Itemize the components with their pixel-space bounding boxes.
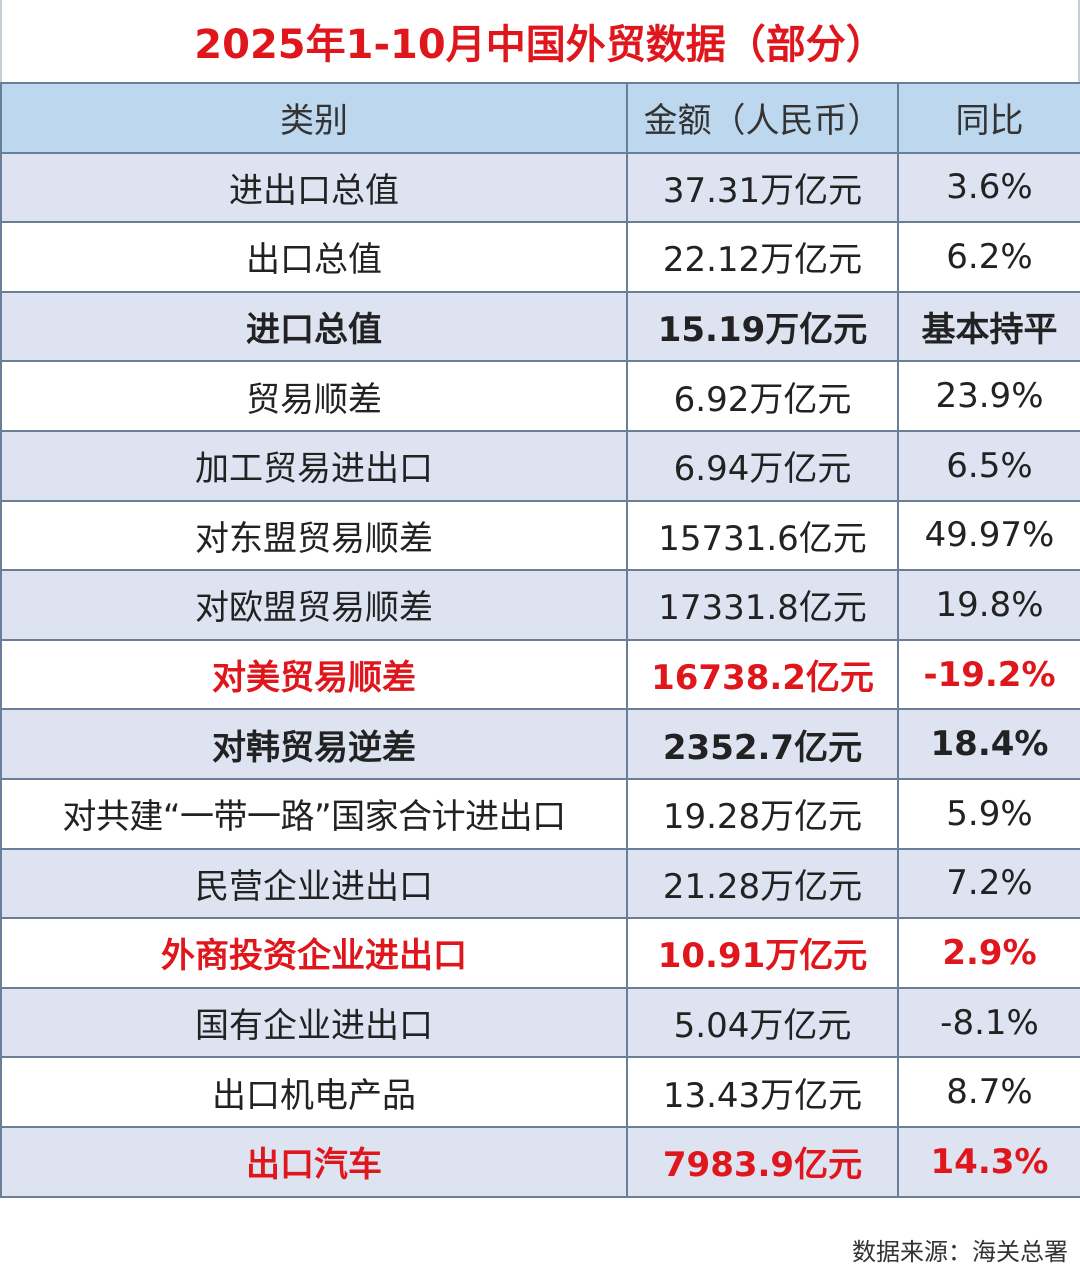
row-yoy: 14.3% [897, 1125, 1080, 1198]
row-amount: 6.92万亿元 [626, 360, 899, 432]
row-yoy: 3.6% [897, 151, 1080, 224]
table-row: 进出口总值 37.31万亿元 3.6% [0, 151, 1080, 224]
table-row: 对欧盟贸易顺差 17331.8亿元 19.8% [0, 569, 1080, 641]
row-category: 对东盟贸易顺差 [0, 499, 628, 572]
row-amount: 21.28万亿元 [626, 847, 899, 920]
row-category: 对韩贸易逆差 [0, 708, 628, 780]
row-amount: 7983.9亿元 [626, 1125, 899, 1198]
row-category: 贸易顺差 [0, 360, 628, 432]
table-row: 国有企业进出口 5.04万亿元 -8.1% [0, 986, 1080, 1059]
table-header-row: 类别 金额（人民币） 同比 [0, 82, 1080, 154]
row-yoy: 基本持平 [897, 290, 1080, 363]
row-amount: 10.91万亿元 [626, 917, 899, 989]
page-title: 2025年1-10月中国外贸数据（部分） [0, 0, 1080, 82]
table-row: 对韩贸易逆差 2352.7亿元 18.4% [0, 708, 1080, 780]
row-yoy: 7.2% [897, 847, 1080, 920]
data-source-note: 数据来源：海关总署 [852, 1238, 1068, 1266]
table-row: 加工贸易进出口 6.94万亿元 6.5% [0, 429, 1080, 502]
header-category: 类别 [0, 82, 628, 154]
row-amount: 37.31万亿元 [626, 151, 899, 224]
table-row: 出口总值 22.12万亿元 6.2% [0, 221, 1080, 293]
row-yoy: 6.5% [897, 429, 1080, 502]
row-category: 对共建“一带一路”国家合计进出口 [0, 777, 628, 850]
table-row: 对东盟贸易顺差 15731.6亿元 49.97% [0, 499, 1080, 572]
header-yoy: 同比 [897, 82, 1080, 154]
row-category: 出口汽车 [0, 1125, 628, 1198]
row-yoy: 8.7% [897, 1056, 1080, 1128]
row-yoy: 18.4% [897, 708, 1080, 780]
row-amount: 19.28万亿元 [626, 777, 899, 850]
row-yoy: 23.9% [897, 360, 1080, 432]
table-row: 贸易顺差 6.92万亿元 23.9% [0, 360, 1080, 432]
row-category: 出口机电产品 [0, 1056, 628, 1128]
row-yoy: 2.9% [897, 917, 1080, 989]
table-row: 出口汽车 7983.9亿元 14.3% [0, 1125, 1080, 1198]
table-row: 出口机电产品 13.43万亿元 8.7% [0, 1056, 1080, 1128]
row-amount: 16738.2亿元 [626, 638, 899, 711]
row-yoy: 6.2% [897, 221, 1080, 293]
row-category: 对欧盟贸易顺差 [0, 569, 628, 641]
table-row: 对美贸易顺差 16738.2亿元 -19.2% [0, 638, 1080, 711]
row-amount: 15.19万亿元 [626, 290, 899, 363]
row-yoy: -8.1% [897, 986, 1080, 1059]
row-amount: 22.12万亿元 [626, 221, 899, 293]
table-row: 民营企业进出口 21.28万亿元 7.2% [0, 847, 1080, 920]
row-amount: 2352.7亿元 [626, 708, 899, 780]
row-category: 出口总值 [0, 221, 628, 293]
table-row: 外商投资企业进出口 10.91万亿元 2.9% [0, 917, 1080, 989]
row-category: 进口总值 [0, 290, 628, 363]
row-yoy: -19.2% [897, 638, 1080, 711]
row-category: 国有企业进出口 [0, 986, 628, 1059]
row-category: 加工贸易进出口 [0, 429, 628, 502]
row-category: 外商投资企业进出口 [0, 917, 628, 989]
row-amount: 13.43万亿元 [626, 1056, 899, 1128]
row-category: 进出口总值 [0, 151, 628, 224]
row-yoy: 49.97% [897, 499, 1080, 572]
table-row: 进口总值 15.19万亿元 基本持平 [0, 290, 1080, 363]
trade-data-table: 类别 金额（人民币） 同比 进出口总值 37.31万亿元 3.6% 出口总值 2… [0, 82, 1080, 1198]
row-amount: 6.94万亿元 [626, 429, 899, 502]
row-yoy: 19.8% [897, 569, 1080, 641]
row-category: 民营企业进出口 [0, 847, 628, 920]
row-amount: 17331.8亿元 [626, 569, 899, 641]
table-row: 对共建“一带一路”国家合计进出口 19.28万亿元 5.9% [0, 777, 1080, 850]
row-category: 对美贸易顺差 [0, 638, 628, 711]
row-amount: 5.04万亿元 [626, 986, 899, 1059]
row-yoy: 5.9% [897, 777, 1080, 850]
header-amount: 金额（人民币） [626, 82, 899, 154]
row-amount: 15731.6亿元 [626, 499, 899, 572]
